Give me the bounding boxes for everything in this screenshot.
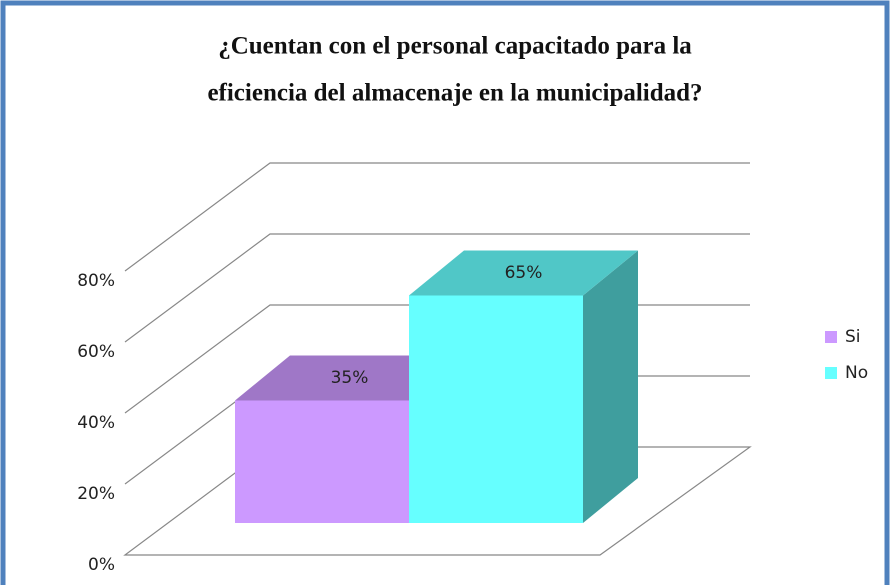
y-tick-label: 20% <box>77 484 115 504</box>
floor <box>123 446 752 556</box>
y-tick-label: 60% <box>77 342 115 362</box>
data-label: 35% <box>331 368 369 388</box>
bar-front <box>235 400 409 523</box>
grid-line <box>124 233 750 343</box>
bar <box>409 250 638 523</box>
y-tick-label: 80% <box>77 271 115 291</box>
chart-title: eficiencia del almacenaje en la municipa… <box>207 80 702 107</box>
legend-label: No <box>845 363 868 383</box>
bar-top <box>409 250 638 296</box>
grid-line <box>124 162 750 272</box>
data-label: 65% <box>505 263 543 283</box>
bar-side <box>583 250 638 523</box>
bar-top <box>235 355 464 401</box>
bar-front <box>409 295 583 523</box>
legend-label: Si <box>845 327 861 347</box>
legend-swatch <box>825 331 837 343</box>
y-tick-label: 0% <box>88 555 115 575</box>
legend-swatch <box>825 367 837 379</box>
chart-title: ¿Cuentan con el personal capacitado para… <box>218 33 692 60</box>
y-tick-label: 40% <box>77 413 115 433</box>
